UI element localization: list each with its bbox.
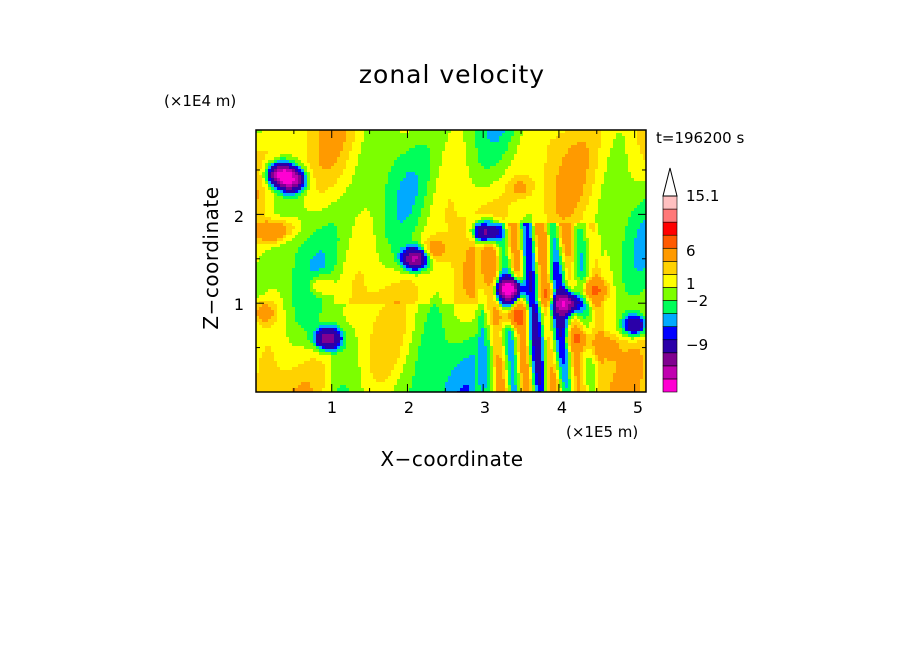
- colorbar-swatch: [662, 378, 678, 393]
- time-label: t=196200 s: [656, 129, 745, 147]
- y-tick-label: 2: [233, 207, 244, 226]
- x-axis-unit: (×1E5 m): [566, 423, 639, 441]
- y-axis-unit: (×1E4 m): [164, 92, 237, 110]
- colorbar-swatch: [662, 326, 678, 341]
- colorbar-swatch: [662, 365, 678, 380]
- velocity-field: [256, 130, 646, 392]
- x-tick-label: 2: [403, 398, 415, 417]
- colorbar-swatch: [662, 352, 678, 367]
- colorbar-swatch: [662, 234, 678, 249]
- colorbar-swatch: [662, 247, 678, 262]
- colorbar-label: 1: [686, 275, 696, 293]
- chart-title: zonal velocity: [358, 60, 546, 89]
- colorbar-swatch: [662, 261, 678, 275]
- colorbar-swatch: [662, 195, 678, 210]
- colorbar-swatch: [662, 339, 678, 354]
- x-tick-label: 4: [556, 398, 568, 417]
- x-tick-label: 5: [632, 398, 644, 417]
- y-tick-label: 1: [233, 295, 244, 314]
- x-tick-label: 1: [326, 398, 338, 417]
- colorbar-swatch: [662, 287, 678, 301]
- x-axis-label: X−coordinate: [380, 447, 524, 471]
- colorbar-label: −9: [686, 336, 709, 354]
- colorbar-extend-arrow: [662, 167, 678, 197]
- colorbar-swatch: [662, 300, 678, 314]
- colorbar-swatch: [662, 313, 678, 327]
- colorbar-label: 6: [686, 242, 696, 260]
- y-axis-label: Z−coordinate: [199, 186, 223, 330]
- plot-frame: [255, 129, 647, 393]
- colorbar-label: −2: [686, 292, 709, 310]
- colorbar-swatch: [662, 274, 678, 288]
- colorbar-swatch: [662, 208, 678, 223]
- colorbar-label: 15.1: [686, 187, 720, 205]
- x-tick-label: 3: [479, 398, 491, 417]
- colorbar-swatch: [662, 221, 678, 236]
